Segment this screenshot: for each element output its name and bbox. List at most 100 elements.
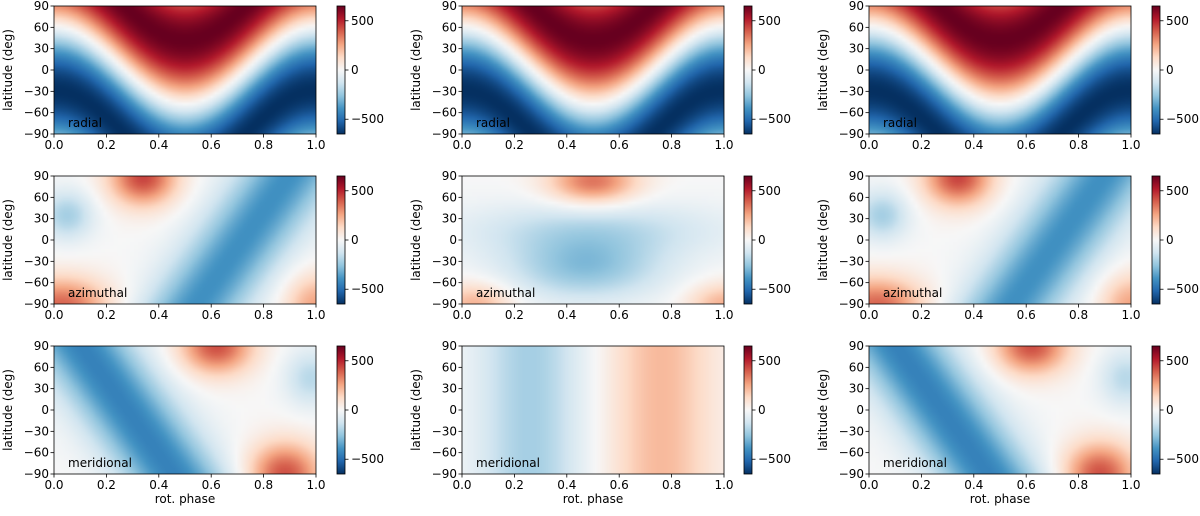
x-tick-label: 0.0 (44, 478, 63, 492)
colorbar-gradient (1151, 175, 1161, 305)
y-tick-label: 90 (442, 339, 457, 353)
x-axis-label: rot. phase (155, 492, 216, 506)
component-label: azimuthal (476, 286, 535, 300)
y-tick-label: −30 (432, 84, 457, 98)
x-tick-label: 0.0 (44, 138, 63, 152)
y-axis-label: latitude (deg) (1, 369, 15, 451)
y-tick-label: −30 (24, 424, 49, 438)
x-tick-label: 0.8 (662, 478, 681, 492)
colorbar-tick-label: 500 (758, 354, 781, 368)
x-tick-label: 0.2 (505, 308, 524, 322)
y-tick-label: 0 (41, 403, 49, 417)
colorbar-tick-label: 500 (758, 184, 781, 198)
colorbar: −500 0 500 (1151, 5, 1199, 135)
x-tick-label: 0.2 (505, 478, 524, 492)
y-tick-label: 60 (442, 190, 457, 204)
y-axis-label: latitude (deg) (816, 369, 830, 451)
y-tick-label: 30 (34, 382, 49, 396)
colorbar-tick-label: 0 (1166, 233, 1174, 247)
heatmap-image (869, 346, 1131, 474)
y-tick-label: 90 (849, 339, 864, 353)
y-axis-label: latitude (deg) (1, 29, 15, 111)
y-tick-label: −90 (432, 297, 457, 311)
x-tick-label: 0.4 (557, 308, 576, 322)
x-tick-label: 1.0 (306, 138, 325, 152)
y-tick-label: 30 (849, 42, 864, 56)
colorbar-gradient (1151, 345, 1161, 475)
y-tick-label: −60 (24, 446, 49, 460)
y-tick-label: 30 (849, 382, 864, 396)
x-tick-label: 0.2 (97, 478, 116, 492)
colorbar-tick-label: 500 (351, 184, 374, 198)
x-tick-label: 0.0 (859, 308, 878, 322)
y-axis-label: latitude (deg) (816, 29, 830, 111)
y-tick-label: −60 (24, 106, 49, 120)
y-tick-label: −90 (432, 467, 457, 481)
component-label: azimuthal (883, 286, 942, 300)
y-tick-label: 90 (34, 0, 49, 13)
colorbar-gradient (743, 345, 753, 475)
y-tick-label: 30 (442, 212, 457, 226)
x-axis-label: rot. phase (970, 492, 1031, 506)
y-axis-label: latitude (deg) (409, 199, 423, 281)
y-tick-label: 60 (34, 20, 49, 34)
colorbar-tick-label: −500 (351, 282, 384, 296)
colorbar-tick-label: 500 (1166, 184, 1189, 198)
component-label: azimuthal (68, 286, 127, 300)
x-tick-label: 0.0 (44, 308, 63, 322)
colorbar-tick-label: 500 (351, 14, 374, 28)
colorbar-tick-label: 500 (1166, 354, 1189, 368)
panel-azimuthal-3: 0.0 0.2 0.4 0.6 0.8 1.0 −90 −60 −30 0 30 60 90 latitu… (816, 169, 1199, 322)
y-tick-label: −90 (24, 127, 49, 141)
y-tick-label: −60 (432, 446, 457, 460)
colorbar: −500 0 500 (743, 345, 791, 475)
heatmap-image (462, 346, 724, 474)
panel-radial-2: 0.0 0.2 0.4 0.6 0.8 1.0 −90 −60 −30 0 30 60 90 latitu… (409, 0, 791, 152)
x-tick-label: 0.8 (662, 138, 681, 152)
x-tick-label: 0.6 (202, 478, 221, 492)
x-tick-label: 1.0 (306, 308, 325, 322)
x-tick-label: 0.6 (202, 308, 221, 322)
colorbar-tick-label: 500 (1166, 14, 1189, 28)
x-tick-label: 0.2 (97, 308, 116, 322)
x-tick-label: 0.4 (149, 308, 168, 322)
colorbar-tick-label: −500 (1166, 452, 1199, 466)
y-axis-label: latitude (deg) (816, 199, 830, 281)
colorbar-gradient (743, 175, 753, 305)
x-tick-label: 0.4 (149, 478, 168, 492)
x-tick-label: 0.0 (452, 308, 471, 322)
colorbar: −500 0 500 (336, 175, 384, 305)
colorbar-tick-label: 0 (758, 63, 766, 77)
y-tick-label: 0 (449, 233, 457, 247)
y-tick-label: −60 (24, 276, 49, 290)
component-label: meridional (68, 456, 132, 470)
y-tick-label: 30 (34, 42, 49, 56)
colorbar-tick-label: −500 (1166, 282, 1199, 296)
colorbar-tick-label: 0 (758, 233, 766, 247)
x-tick-label: 0.2 (912, 478, 931, 492)
y-axis-label: latitude (deg) (409, 369, 423, 451)
heatmap-image (462, 176, 724, 304)
x-tick-label: 0.6 (1017, 478, 1036, 492)
y-tick-label: −90 (839, 467, 864, 481)
panel-radial-1: 0.0 0.2 0.4 0.6 0.8 1.0 −90 −60 −30 0 30 60 90 latitu… (1, 0, 384, 152)
y-tick-label: 0 (856, 403, 864, 417)
y-axis-label: latitude (deg) (1, 199, 15, 281)
y-tick-label: 0 (41, 233, 49, 247)
colorbar-gradient (336, 175, 346, 305)
y-tick-label: −90 (24, 297, 49, 311)
colorbar-tick-label: −500 (351, 452, 384, 466)
y-tick-label: −90 (839, 297, 864, 311)
y-tick-label: 60 (34, 190, 49, 204)
x-tick-label: 1.0 (1121, 138, 1140, 152)
heatmap-image (54, 346, 316, 474)
y-tick-label: −30 (432, 254, 457, 268)
y-tick-label: −90 (839, 127, 864, 141)
y-tick-label: 60 (34, 360, 49, 374)
y-tick-label: −30 (24, 84, 49, 98)
colorbar-tick-label: 0 (351, 233, 359, 247)
x-tick-label: 0.6 (610, 478, 629, 492)
x-tick-label: 1.0 (714, 478, 733, 492)
x-tick-label: 0.4 (149, 138, 168, 152)
